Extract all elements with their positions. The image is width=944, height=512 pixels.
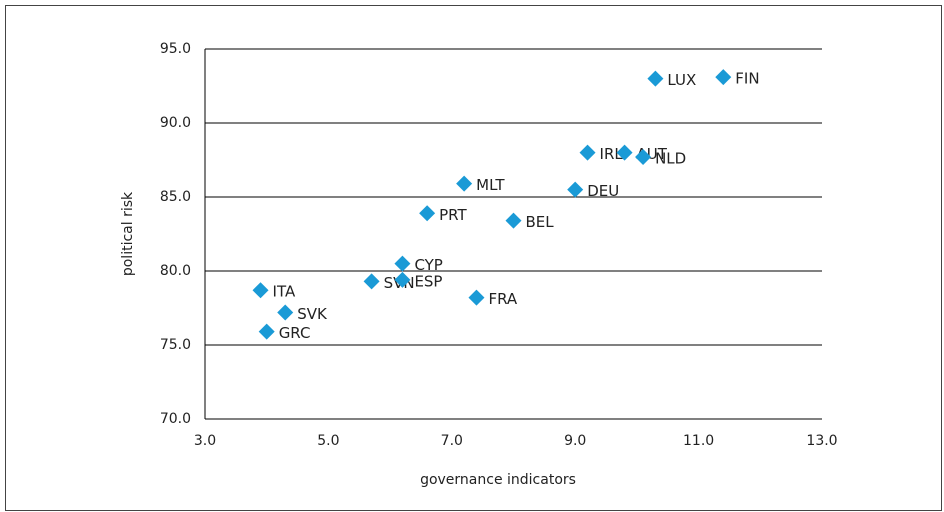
x-tick-label: 7.0 bbox=[441, 433, 463, 449]
point-label: FIN bbox=[735, 70, 759, 88]
y-tick-label: 85.0 bbox=[160, 189, 191, 205]
point bbox=[394, 271, 411, 288]
y-axis-title: political risk bbox=[120, 191, 136, 276]
point bbox=[616, 144, 633, 161]
point bbox=[252, 282, 269, 299]
point bbox=[715, 69, 732, 86]
point-label: LUX bbox=[667, 71, 696, 89]
point bbox=[258, 323, 275, 340]
point-label: DEU bbox=[587, 182, 619, 200]
frame bbox=[5, 5, 942, 511]
point-label: MLT bbox=[476, 176, 505, 194]
y-tick-label: 95.0 bbox=[160, 41, 191, 57]
point bbox=[363, 273, 380, 290]
point bbox=[468, 289, 485, 306]
point-label: BEL bbox=[526, 213, 555, 231]
point-label: GRC bbox=[279, 324, 311, 342]
x-tick-label: 11.0 bbox=[683, 433, 714, 449]
point bbox=[419, 205, 436, 222]
y-tick-label: 80.0 bbox=[160, 263, 191, 279]
point bbox=[456, 175, 473, 192]
point-label: CYP bbox=[414, 256, 442, 274]
point bbox=[567, 181, 584, 198]
y-tick-label: 75.0 bbox=[160, 337, 191, 353]
point-label: SVK bbox=[297, 305, 328, 323]
point bbox=[277, 304, 294, 321]
point bbox=[579, 144, 596, 161]
point bbox=[394, 255, 411, 272]
point-label: ESP bbox=[414, 272, 442, 290]
point-label: ITA bbox=[273, 283, 296, 301]
x-tick-label: 5.0 bbox=[317, 433, 339, 449]
point bbox=[647, 70, 664, 87]
point-label: FRA bbox=[488, 290, 517, 308]
point bbox=[635, 149, 652, 166]
y-tick-label: 70.0 bbox=[160, 411, 191, 427]
point-label: IRL bbox=[600, 145, 624, 163]
point-label: NLD bbox=[655, 150, 686, 168]
point bbox=[505, 212, 522, 229]
y-tick-label: 90.0 bbox=[160, 115, 191, 131]
x-tick-label: 13.0 bbox=[806, 433, 837, 449]
x-tick-label: 3.0 bbox=[194, 433, 216, 449]
x-axis-title: governance indicators bbox=[420, 472, 576, 488]
x-tick-label: 9.0 bbox=[564, 433, 586, 449]
point-label: PRT bbox=[439, 206, 467, 224]
